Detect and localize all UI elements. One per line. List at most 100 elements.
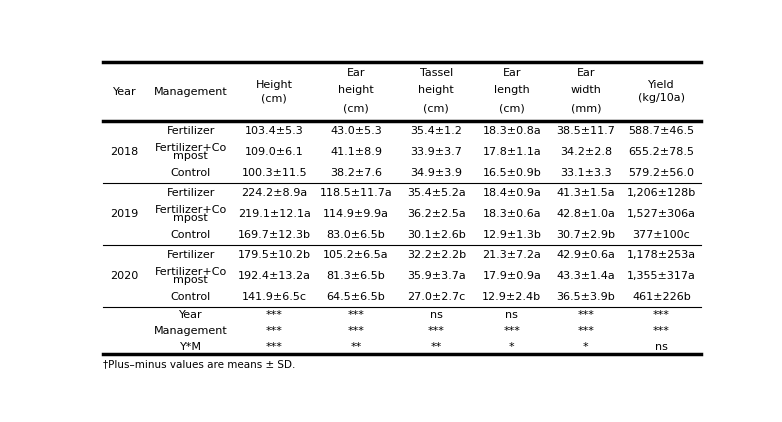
Text: ***: *** <box>577 310 594 320</box>
Text: 192.4±13.2a: 192.4±13.2a <box>238 271 310 281</box>
Text: Management: Management <box>154 326 228 336</box>
Text: 100.3±11.5: 100.3±11.5 <box>242 168 307 178</box>
Text: mpost: mpost <box>174 275 208 285</box>
Text: 33.1±3.3: 33.1±3.3 <box>560 168 612 178</box>
Text: 41.1±8.9: 41.1±8.9 <box>330 147 382 157</box>
Text: ***: *** <box>428 326 445 336</box>
Text: 42.8±1.0a: 42.8±1.0a <box>557 209 615 219</box>
Text: ns: ns <box>655 341 668 352</box>
Text: 35.4±5.2a: 35.4±5.2a <box>407 189 466 198</box>
Text: *: * <box>583 341 589 352</box>
Text: 1,206±128b: 1,206±128b <box>627 189 696 198</box>
Text: 64.5±6.5b: 64.5±6.5b <box>327 292 386 302</box>
Text: *: * <box>509 341 515 352</box>
Text: 43.3±1.4a: 43.3±1.4a <box>557 271 615 281</box>
Text: 2018: 2018 <box>110 147 138 157</box>
Text: 12.9±2.4b: 12.9±2.4b <box>482 292 541 302</box>
Text: 579.2±56.0: 579.2±56.0 <box>629 168 694 178</box>
Text: 36.5±3.9b: 36.5±3.9b <box>557 292 615 302</box>
Text: 224.2±8.9a: 224.2±8.9a <box>241 189 307 198</box>
Text: mpost: mpost <box>174 213 208 223</box>
Text: (cm): (cm) <box>343 103 369 113</box>
Text: ***: *** <box>347 326 364 336</box>
Text: 33.9±3.7: 33.9±3.7 <box>411 147 462 157</box>
Text: 103.4±5.3: 103.4±5.3 <box>245 127 303 136</box>
Text: 17.9±0.9a: 17.9±0.9a <box>482 271 541 281</box>
Text: 18.3±0.8a: 18.3±0.8a <box>482 127 541 136</box>
Text: 16.5±0.9b: 16.5±0.9b <box>482 168 541 178</box>
Text: (cm): (cm) <box>261 93 287 103</box>
Text: Ear: Ear <box>346 68 365 78</box>
Text: 1,527±306a: 1,527±306a <box>627 209 696 219</box>
Text: 2019: 2019 <box>110 209 138 219</box>
Text: (cm): (cm) <box>423 103 449 113</box>
Text: Fertilizer: Fertilizer <box>167 251 215 260</box>
Text: 588.7±46.5: 588.7±46.5 <box>629 127 694 136</box>
Text: **: ** <box>350 341 361 352</box>
Text: †Plus–minus values are means ± SD.: †Plus–minus values are means ± SD. <box>102 359 295 369</box>
Text: 43.0±5.3: 43.0±5.3 <box>330 127 382 136</box>
Text: ns: ns <box>430 310 443 320</box>
Text: 32.2±2.2b: 32.2±2.2b <box>407 251 466 260</box>
Text: 18.3±0.6a: 18.3±0.6a <box>482 209 541 219</box>
Text: Year: Year <box>179 310 203 320</box>
Text: 12.9±1.3b: 12.9±1.3b <box>482 230 541 240</box>
Text: Y*M: Y*M <box>180 341 202 352</box>
Text: Yield: Yield <box>648 80 675 90</box>
Text: 169.7±12.3b: 169.7±12.3b <box>238 230 310 240</box>
Text: 30.7±2.9b: 30.7±2.9b <box>556 230 615 240</box>
Text: 114.9±9.9a: 114.9±9.9a <box>323 209 389 219</box>
Text: Year: Year <box>113 87 136 97</box>
Text: 35.9±3.7a: 35.9±3.7a <box>407 271 466 281</box>
Text: (cm): (cm) <box>499 103 525 113</box>
Text: 655.2±78.5: 655.2±78.5 <box>629 147 694 157</box>
Text: ***: *** <box>504 326 520 336</box>
Text: 81.3±6.5b: 81.3±6.5b <box>327 271 386 281</box>
Text: 42.9±0.6a: 42.9±0.6a <box>557 251 615 260</box>
Text: 38.5±11.7: 38.5±11.7 <box>557 127 615 136</box>
Text: Ear: Ear <box>503 68 521 78</box>
Text: (kg/10a): (kg/10a) <box>638 93 685 103</box>
Text: ***: *** <box>266 341 282 352</box>
Text: 1,178±253a: 1,178±253a <box>627 251 696 260</box>
Text: Fertilizer: Fertilizer <box>167 189 215 198</box>
Text: Fertilizer+Co: Fertilizer+Co <box>155 268 227 277</box>
Text: 118.5±11.7a: 118.5±11.7a <box>320 189 393 198</box>
Text: 36.2±2.5a: 36.2±2.5a <box>407 209 466 219</box>
Text: (mm): (mm) <box>571 103 601 113</box>
Text: ***: *** <box>653 310 670 320</box>
Text: Control: Control <box>170 168 211 178</box>
Text: 27.0±2.7c: 27.0±2.7c <box>407 292 465 302</box>
Text: Control: Control <box>170 230 211 240</box>
Text: 1,355±317a: 1,355±317a <box>627 271 696 281</box>
Text: 179.5±10.2b: 179.5±10.2b <box>238 251 310 260</box>
Text: ***: *** <box>266 326 282 336</box>
Text: height: height <box>338 85 374 95</box>
Text: Ear: Ear <box>576 68 595 78</box>
Text: Height: Height <box>256 80 292 90</box>
Text: 141.9±6.5c: 141.9±6.5c <box>242 292 307 302</box>
Text: mpost: mpost <box>174 151 208 161</box>
Text: 109.0±6.1: 109.0±6.1 <box>245 147 303 157</box>
Text: Tassel: Tassel <box>420 68 453 78</box>
Text: Fertilizer: Fertilizer <box>167 127 215 136</box>
Text: 461±226b: 461±226b <box>632 292 691 302</box>
Text: 17.8±1.1a: 17.8±1.1a <box>482 147 541 157</box>
Text: 2020: 2020 <box>110 271 138 281</box>
Text: 34.9±3.9: 34.9±3.9 <box>411 168 462 178</box>
Text: 219.1±12.1a: 219.1±12.1a <box>238 209 310 219</box>
Text: 34.2±2.8: 34.2±2.8 <box>560 147 612 157</box>
Text: height: height <box>418 85 454 95</box>
Text: 105.2±6.5a: 105.2±6.5a <box>323 251 389 260</box>
Text: Fertilizer+Co: Fertilizer+Co <box>155 206 227 215</box>
Text: 377±100c: 377±100c <box>633 230 691 240</box>
Text: 21.3±7.2a: 21.3±7.2a <box>482 251 541 260</box>
Text: Fertilizer+Co: Fertilizer+Co <box>155 143 227 153</box>
Text: width: width <box>570 85 601 95</box>
Text: ***: *** <box>653 326 670 336</box>
Text: length: length <box>494 85 529 95</box>
Text: 35.4±1.2: 35.4±1.2 <box>411 127 462 136</box>
Text: ns: ns <box>505 310 518 320</box>
Text: 18.4±0.9a: 18.4±0.9a <box>482 189 541 198</box>
Text: **: ** <box>431 341 442 352</box>
